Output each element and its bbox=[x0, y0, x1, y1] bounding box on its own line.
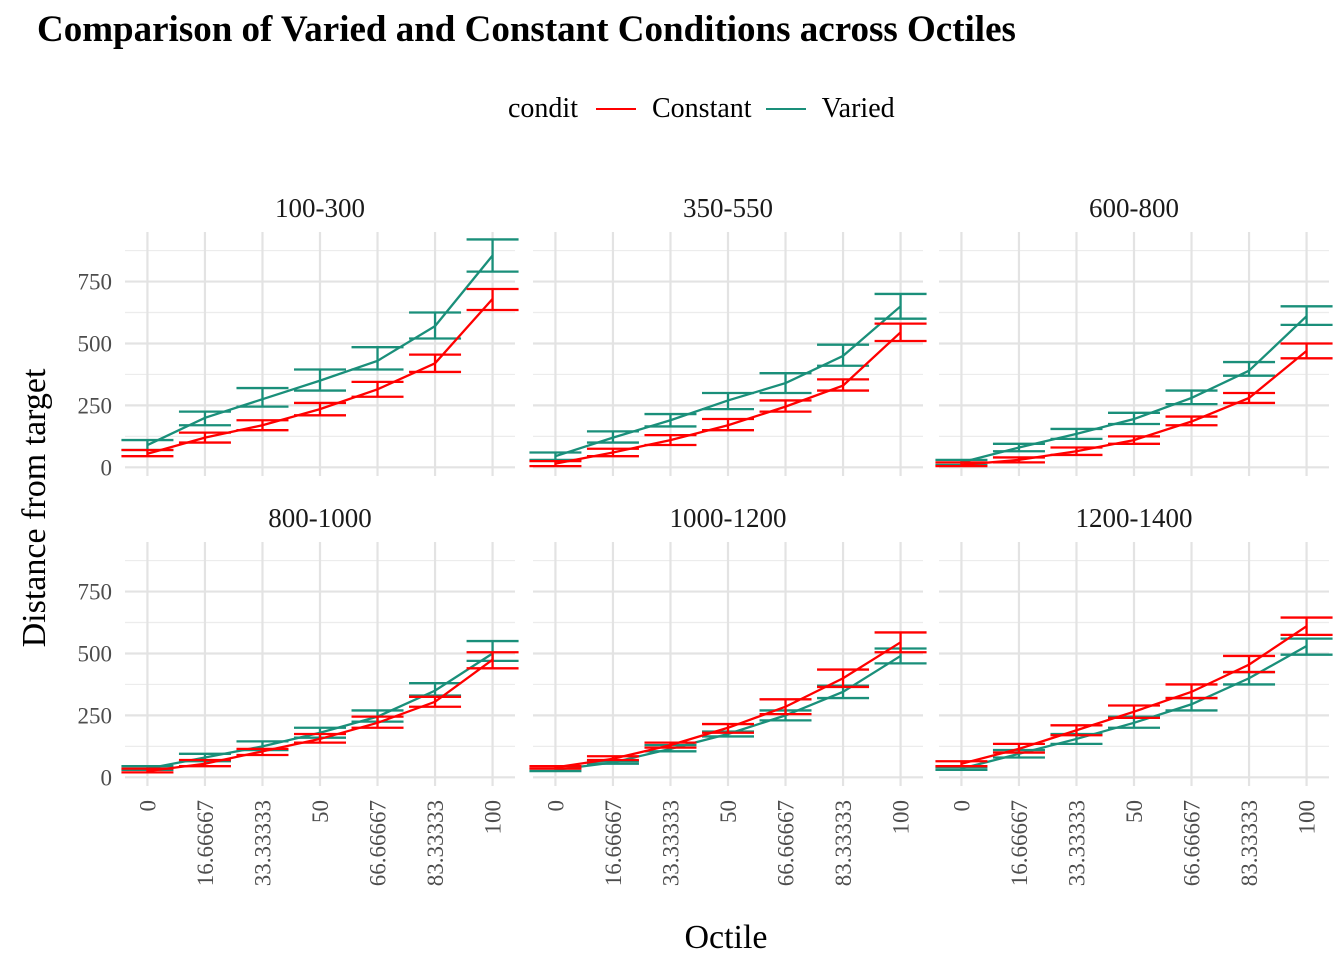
legend-item-constant: Constant bbox=[596, 93, 752, 125]
series-line bbox=[961, 645, 1308, 770]
x-tick-label: 0 bbox=[135, 800, 160, 812]
facet-label: 1000-1200 bbox=[670, 503, 787, 533]
x-tick-label: 33.33333 bbox=[250, 800, 275, 886]
x-tick-label: 33.33333 bbox=[1064, 800, 1089, 886]
series-line bbox=[147, 298, 494, 455]
y-tick-label: 750 bbox=[78, 270, 113, 295]
x-tick-label: 100 bbox=[481, 800, 506, 835]
series-line bbox=[961, 315, 1308, 464]
x-tick-label: 50 bbox=[1122, 800, 1147, 823]
series-line bbox=[147, 652, 494, 770]
y-tick-label: 0 bbox=[101, 455, 113, 480]
series-line bbox=[555, 331, 902, 465]
facet-label: 600-800 bbox=[1089, 193, 1179, 223]
series-line bbox=[555, 654, 902, 772]
y-tick-label: 250 bbox=[78, 703, 113, 728]
series-constant bbox=[121, 651, 519, 774]
series-varied bbox=[935, 305, 1333, 467]
x-tick-label: 100 bbox=[1295, 800, 1320, 835]
legend-title: condit bbox=[508, 93, 578, 124]
x-tick-label: 50 bbox=[308, 800, 333, 823]
y-axis-title: Distance from target bbox=[16, 368, 53, 647]
y-tick-label: 750 bbox=[78, 580, 113, 605]
facet-label: 350-550 bbox=[683, 193, 773, 223]
x-tick-label: 0 bbox=[949, 800, 974, 812]
facet-label: 800-1000 bbox=[268, 503, 372, 533]
chart-title: Comparison of Varied and Constant Condit… bbox=[37, 9, 1016, 50]
legend-item-varied: Varied bbox=[765, 93, 895, 125]
legend-key-constant bbox=[596, 107, 636, 111]
legend-label-varied: Varied bbox=[821, 93, 895, 124]
facet-label: 100-300 bbox=[275, 193, 365, 223]
series-constant bbox=[935, 342, 1333, 468]
legend-key-varied bbox=[765, 107, 806, 111]
y-tick-label: 500 bbox=[78, 331, 113, 356]
panel-1200-1400 bbox=[939, 542, 1329, 786]
series-line bbox=[147, 658, 494, 773]
series-line bbox=[146, 254, 494, 447]
series-constant bbox=[529, 322, 927, 468]
data-layer bbox=[121, 238, 1333, 774]
x-tick-label: 16.66667 bbox=[601, 800, 626, 886]
y-tick-label: 0 bbox=[101, 765, 113, 790]
x-tick-label: 83.33333 bbox=[423, 800, 448, 886]
series-constant bbox=[121, 287, 519, 458]
panel-350-550 bbox=[533, 232, 923, 476]
x-tick-label: 50 bbox=[716, 800, 741, 823]
facet-label: 1200-1400 bbox=[1076, 503, 1193, 533]
series-line bbox=[555, 305, 902, 458]
y-tick-label: 250 bbox=[78, 393, 113, 418]
x-tick-label: 16.66667 bbox=[193, 800, 218, 886]
x-tick-label: 66.66667 bbox=[774, 800, 799, 886]
series-line bbox=[555, 641, 902, 769]
series-line bbox=[961, 350, 1308, 466]
series-line bbox=[961, 625, 1308, 765]
legend-label-constant: Constant bbox=[652, 93, 752, 124]
y-tick-label: 500 bbox=[78, 641, 113, 666]
x-tick-label: 16.66667 bbox=[1007, 800, 1032, 886]
x-axis-title: Octile bbox=[684, 919, 767, 956]
x-tick-label: 83.33333 bbox=[1237, 800, 1262, 886]
x-tick-label: 66.66667 bbox=[1180, 800, 1205, 886]
x-tick-label: 83.33333 bbox=[831, 800, 856, 886]
legend: condit Constant Varied bbox=[508, 92, 909, 126]
x-tick-label: 33.33333 bbox=[658, 800, 683, 886]
panel-600-800 bbox=[939, 232, 1329, 476]
x-tick-label: 100 bbox=[889, 800, 914, 835]
x-tick-label: 66.66667 bbox=[366, 800, 391, 886]
x-tick-label: 0 bbox=[543, 800, 568, 812]
series-constant bbox=[529, 631, 927, 770]
panel-800-1000 bbox=[125, 542, 515, 786]
series-constant bbox=[935, 616, 1333, 768]
